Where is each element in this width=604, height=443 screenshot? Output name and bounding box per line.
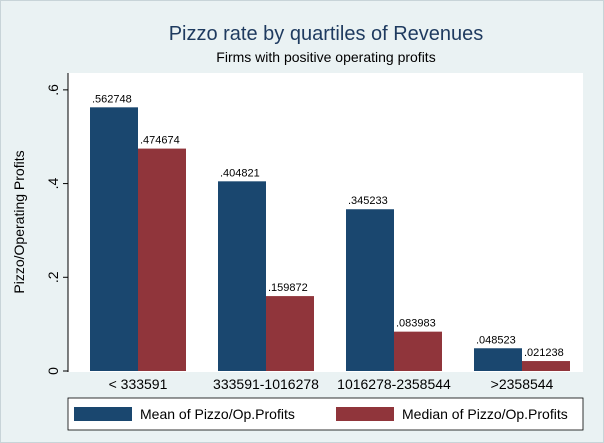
- y-tick-label: .6: [45, 84, 61, 96]
- value-label: .159872: [268, 282, 308, 294]
- legend: [67, 397, 584, 431]
- legend-swatch: [336, 407, 394, 421]
- bar: [218, 181, 266, 371]
- y-axis-title: Pizzo/Operating Profits: [11, 150, 27, 293]
- value-label: .345233: [348, 195, 388, 207]
- value-label: .562748: [92, 93, 132, 105]
- legend-swatch: [74, 407, 132, 421]
- bar: [138, 148, 186, 371]
- bar: [266, 296, 314, 371]
- bar: [346, 209, 394, 371]
- chart-subtitle: Firms with positive operating profits: [216, 49, 435, 65]
- value-label: .083983: [396, 318, 436, 330]
- x-tick-label: 1016278-2358544: [337, 376, 451, 392]
- bar: [394, 331, 442, 371]
- chart-title: Pizzo rate by quartiles of Revenues: [169, 23, 484, 45]
- value-label: .474674: [140, 135, 180, 147]
- value-label: .048523: [476, 334, 516, 346]
- y-tick-label: .4: [45, 178, 61, 190]
- bar: [90, 107, 138, 371]
- x-tick-label: 333591-1016278: [213, 376, 319, 392]
- y-tick-label: .2: [45, 271, 61, 283]
- x-tick-label: < 333591: [109, 376, 168, 392]
- bar: [474, 348, 522, 371]
- legend-label: Mean of Pizzo/Op.Profits: [140, 406, 295, 422]
- legend-label: Median of Pizzo/Op.Profits: [402, 406, 568, 422]
- bar: [522, 361, 570, 371]
- value-label: .021238: [524, 347, 564, 359]
- y-tick-label: 0: [45, 367, 61, 375]
- value-label: .404821: [220, 167, 260, 179]
- x-tick-label: >2358544: [491, 376, 554, 392]
